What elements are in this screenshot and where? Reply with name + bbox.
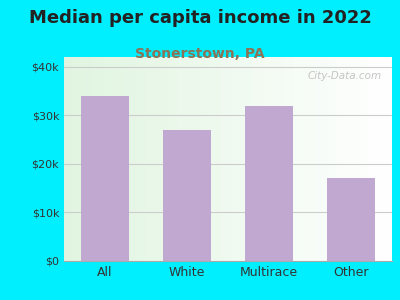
Bar [327, 178, 375, 261]
Text: Median per capita income in 2022: Median per capita income in 2022 [28, 9, 372, 27]
Bar [81, 96, 129, 261]
Text: City-Data.com: City-Data.com [308, 71, 382, 81]
Text: Stonerstown, PA: Stonerstown, PA [135, 46, 265, 61]
Bar [163, 130, 211, 261]
Bar [245, 106, 293, 261]
